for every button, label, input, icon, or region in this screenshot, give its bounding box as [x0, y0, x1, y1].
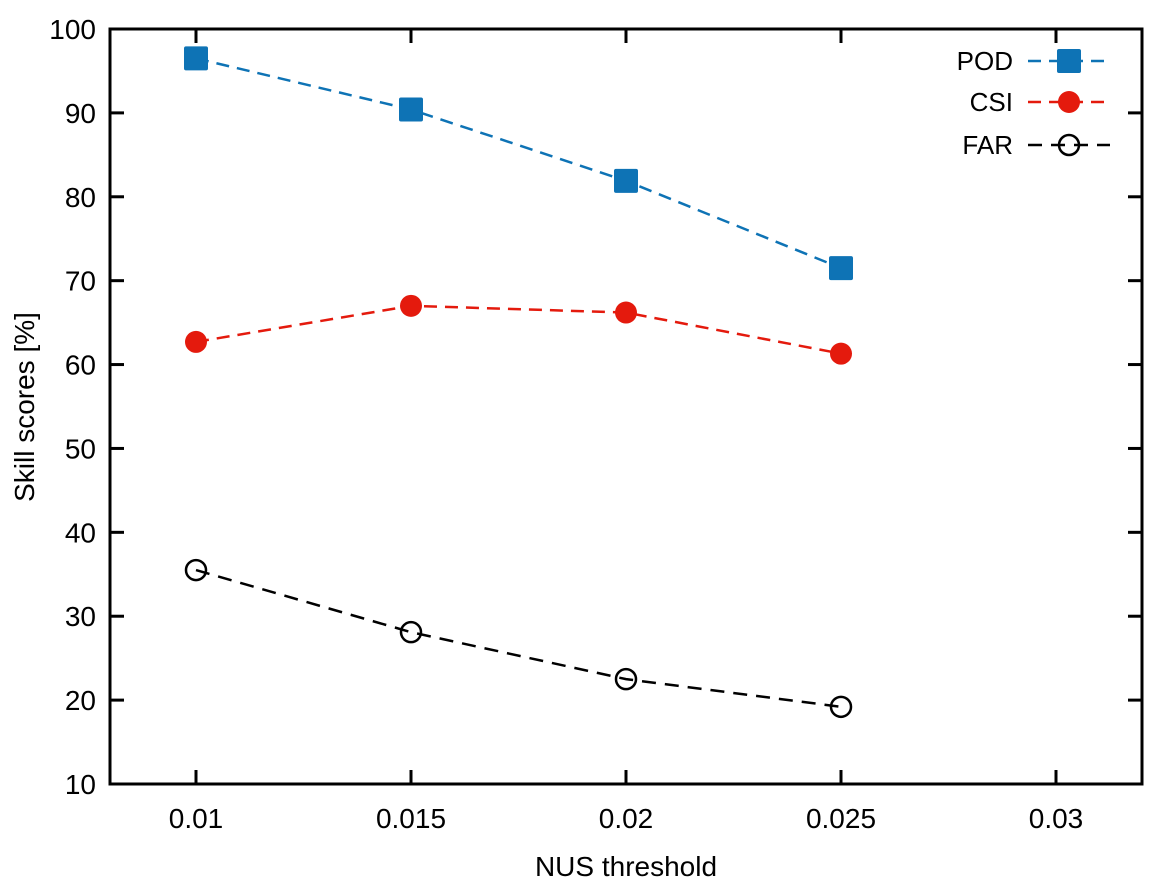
y-tick-label: 50 — [65, 433, 96, 464]
legend-marker-csi — [1058, 91, 1080, 113]
legend-label-csi: CSI — [970, 87, 1013, 117]
marker-csi-0 — [185, 330, 207, 353]
x-tick-label: 0.03 — [1029, 803, 1084, 834]
y-tick-label: 10 — [65, 769, 96, 800]
marker-csi-3 — [830, 342, 852, 365]
y-tick-label: 30 — [65, 601, 96, 632]
legend-marker-pod — [1057, 49, 1081, 73]
x-tick-label: 0.015 — [376, 803, 446, 834]
x-tick-label: 0.02 — [599, 803, 654, 834]
marker-pod-1 — [399, 97, 423, 122]
marker-csi-1 — [400, 294, 422, 317]
y-tick-label: 40 — [65, 517, 96, 548]
y-tick-label: 100 — [49, 14, 96, 45]
marker-far-3 — [829, 695, 853, 719]
x-axis-title: NUS threshold — [535, 851, 717, 882]
x-tick-label: 0.01 — [169, 803, 224, 834]
x-tick-label: 0.025 — [806, 803, 876, 834]
y-tick-label: 60 — [65, 350, 96, 381]
y-axis-title: Skill scores [%] — [9, 312, 40, 502]
legend-label-pod: POD — [957, 46, 1013, 76]
y-tick-label: 90 — [65, 98, 96, 129]
series-line-far — [195, 568, 842, 709]
y-tick-label: 70 — [65, 266, 96, 297]
legend-label-far: FAR — [962, 130, 1013, 160]
marker-pod-3 — [829, 256, 853, 281]
y-tick-label: 20 — [65, 685, 96, 716]
marker-pod-2 — [614, 168, 638, 193]
chart-plot-area: 0.01 0.015 0.02 0.025 0.03 10 20 30 40 50 60 70 80 90… — [49, 14, 1144, 834]
y-tick-label: 80 — [65, 182, 96, 213]
marker-far-0 — [184, 558, 208, 582]
series-line-pod — [195, 57, 842, 270]
marker-pod-0 — [184, 46, 208, 71]
marker-csi-2 — [615, 301, 637, 324]
series-line-csi — [195, 304, 842, 355]
marker-far-1 — [399, 620, 423, 644]
legend-marker-far — [1057, 133, 1081, 157]
marker-far-2 — [614, 667, 638, 691]
